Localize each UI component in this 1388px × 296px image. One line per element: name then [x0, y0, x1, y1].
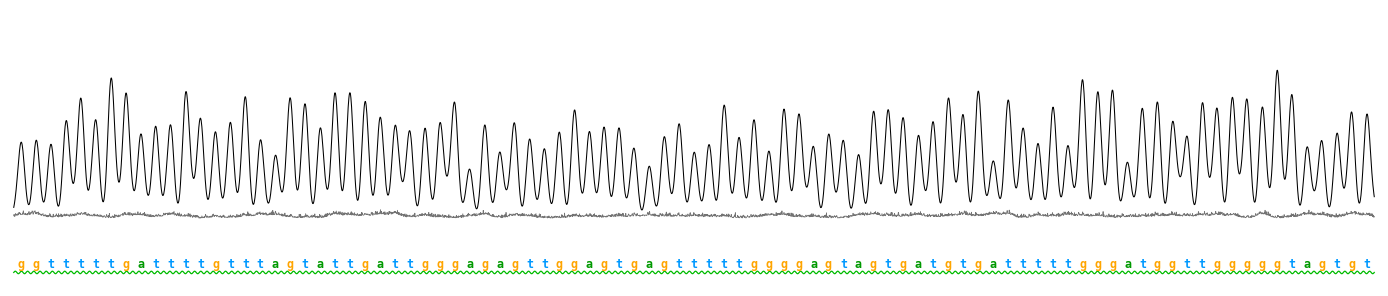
Text: g: g: [661, 258, 668, 271]
Text: g: g: [870, 258, 877, 271]
Text: t: t: [391, 258, 398, 271]
Text: g: g: [1094, 258, 1101, 271]
Text: t: t: [301, 258, 310, 271]
Text: g: g: [482, 258, 489, 271]
Text: t: t: [242, 258, 248, 271]
Text: t: t: [347, 258, 354, 271]
Text: t: t: [332, 258, 339, 271]
Text: g: g: [212, 258, 219, 271]
Text: t: t: [690, 258, 698, 271]
Text: g: g: [1153, 258, 1160, 271]
Text: a: a: [811, 258, 818, 271]
Text: t: t: [1334, 258, 1341, 271]
Text: g: g: [1259, 258, 1266, 271]
Text: t: t: [167, 258, 175, 271]
Text: g: g: [422, 258, 429, 271]
Text: g: g: [18, 258, 25, 271]
Text: g: g: [570, 258, 577, 271]
Text: g: g: [1244, 258, 1251, 271]
Text: t: t: [62, 258, 69, 271]
Text: g: g: [945, 258, 952, 271]
Text: t: t: [107, 258, 114, 271]
Text: g: g: [795, 258, 802, 271]
Text: t: t: [1019, 258, 1027, 271]
Text: t: t: [93, 258, 100, 271]
Text: a: a: [1303, 258, 1310, 271]
Text: g: g: [511, 258, 518, 271]
Text: g: g: [1213, 258, 1221, 271]
Text: t: t: [1184, 258, 1191, 271]
Text: t: t: [736, 258, 743, 271]
Text: g: g: [436, 258, 443, 271]
Text: t: t: [541, 258, 548, 271]
Text: a: a: [466, 258, 473, 271]
Text: t: t: [197, 258, 204, 271]
Text: a: a: [855, 258, 862, 271]
Text: t: t: [840, 258, 847, 271]
Text: g: g: [751, 258, 758, 271]
Text: t: t: [959, 258, 966, 271]
Text: g: g: [824, 258, 833, 271]
Text: a: a: [990, 258, 997, 271]
Text: g: g: [361, 258, 369, 271]
Text: a: a: [645, 258, 652, 271]
Text: g: g: [899, 258, 906, 271]
Text: t: t: [407, 258, 414, 271]
Text: t: t: [1034, 258, 1041, 271]
Text: t: t: [930, 258, 937, 271]
Text: t: t: [884, 258, 892, 271]
Text: g: g: [122, 258, 129, 271]
Text: g: g: [451, 258, 458, 271]
Text: g: g: [1348, 258, 1356, 271]
Text: a: a: [496, 258, 504, 271]
Text: g: g: [765, 258, 772, 271]
Text: g: g: [601, 258, 608, 271]
Text: g: g: [1109, 258, 1116, 271]
Text: t: t: [78, 258, 85, 271]
Text: g: g: [1078, 258, 1087, 271]
Text: t: t: [720, 258, 727, 271]
Text: a: a: [272, 258, 279, 271]
Text: a: a: [316, 258, 323, 271]
Text: g: g: [32, 258, 40, 271]
Text: t: t: [1049, 258, 1056, 271]
Text: g: g: [780, 258, 787, 271]
Text: g: g: [287, 258, 294, 271]
Text: t: t: [676, 258, 683, 271]
Text: t: t: [1005, 258, 1012, 271]
Text: g: g: [555, 258, 564, 271]
Text: a: a: [1124, 258, 1131, 271]
Text: t: t: [153, 258, 160, 271]
Text: t: t: [228, 258, 235, 271]
Text: t: t: [1140, 258, 1146, 271]
Text: t: t: [182, 258, 189, 271]
Text: t: t: [616, 258, 623, 271]
Text: a: a: [376, 258, 383, 271]
Text: t: t: [1288, 258, 1295, 271]
Text: a: a: [137, 258, 144, 271]
Text: t: t: [705, 258, 712, 271]
Text: g: g: [1228, 258, 1235, 271]
Text: t: t: [47, 258, 54, 271]
Text: g: g: [630, 258, 637, 271]
Text: a: a: [915, 258, 922, 271]
Text: g: g: [1169, 258, 1176, 271]
Text: t: t: [526, 258, 533, 271]
Text: g: g: [1319, 258, 1326, 271]
Text: g: g: [1274, 258, 1281, 271]
Text: t: t: [1065, 258, 1072, 271]
Text: t: t: [1199, 258, 1206, 271]
Text: g: g: [974, 258, 981, 271]
Text: t: t: [257, 258, 264, 271]
Text: a: a: [586, 258, 593, 271]
Text: t: t: [1363, 258, 1370, 271]
